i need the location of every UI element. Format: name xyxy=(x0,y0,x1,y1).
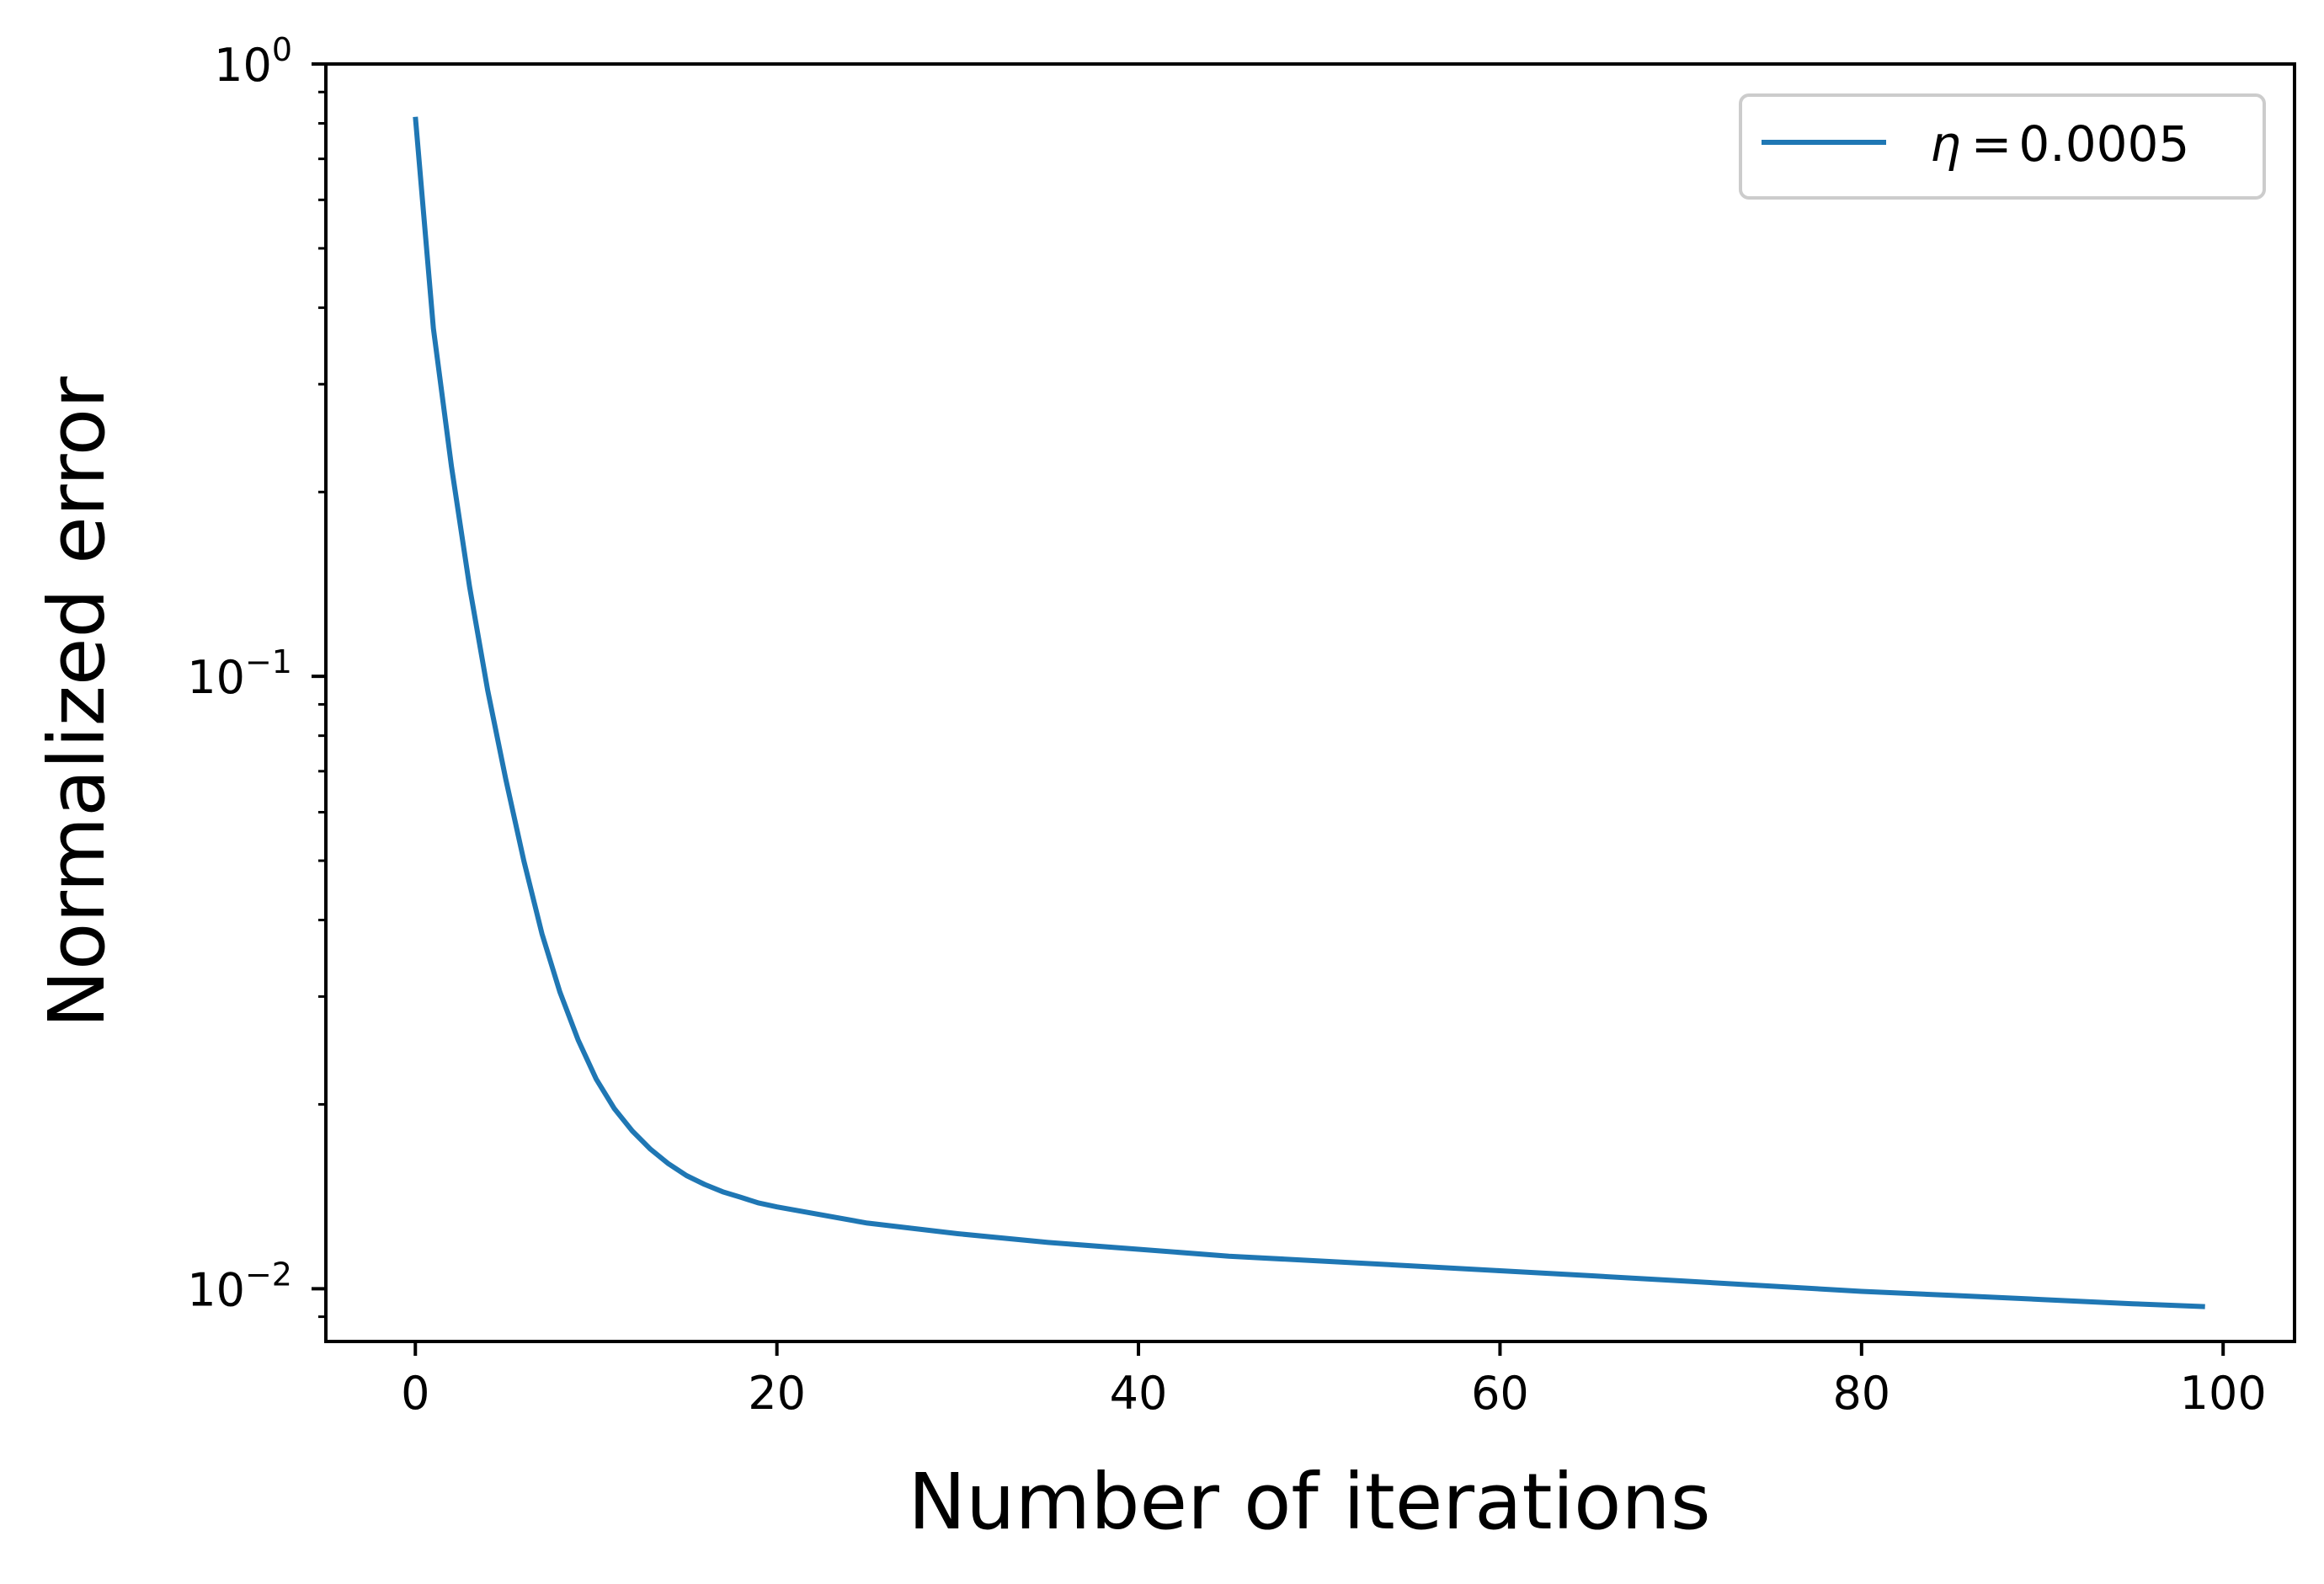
y-tick-label: 100 xyxy=(214,31,292,92)
y-tick-label: 10−1 xyxy=(187,643,292,704)
x-tick-label: 40 xyxy=(1110,1367,1168,1420)
x-tick-label: 80 xyxy=(1832,1367,1890,1420)
axis-ticks: 0 20 40 60 80 100 100 10−1 10−2 xyxy=(187,31,2266,1420)
legend-label: η = 0.0005 xyxy=(1930,115,2189,173)
legend-eta-value: 0.0005 xyxy=(2018,115,2189,173)
x-tick-label: 100 xyxy=(2180,1367,2267,1420)
x-tick-label: 0 xyxy=(401,1367,429,1420)
legend-box xyxy=(1739,93,2266,200)
x-tick-label: 60 xyxy=(1471,1367,1529,1420)
legend-eta-symbol: η xyxy=(1930,115,1961,173)
x-axis-label: Number of iterations xyxy=(908,1457,1710,1547)
y-tick-label: 10−2 xyxy=(187,1256,292,1316)
plot-frame xyxy=(324,62,2296,1343)
x-tick-label: 20 xyxy=(748,1367,806,1420)
series-line xyxy=(413,116,2205,1309)
y-axis-label: Normalized error xyxy=(32,376,122,1028)
legend: η = 0.0005 xyxy=(1739,93,2266,200)
